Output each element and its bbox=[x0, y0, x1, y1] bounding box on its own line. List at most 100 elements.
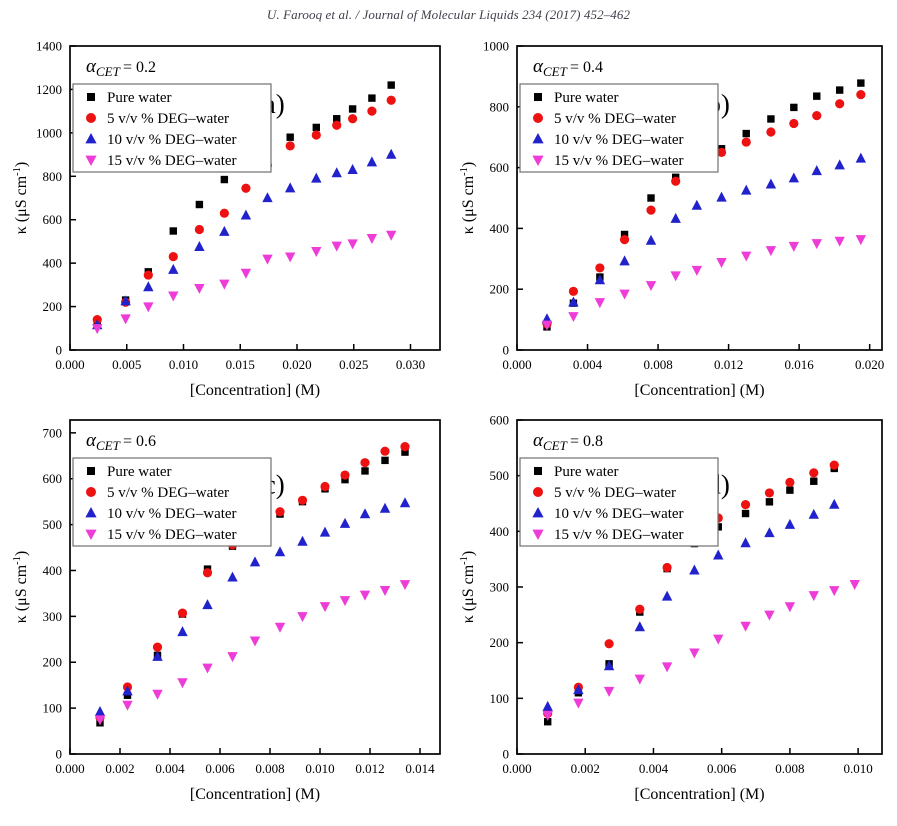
legend-label: 5 v/v % DEG–water bbox=[554, 111, 676, 127]
x-tick-label: 0.012 bbox=[714, 357, 743, 372]
data-point bbox=[339, 517, 351, 528]
data-point bbox=[855, 235, 867, 246]
legend-item-10-v-v-deg-water: 10 v/v % DEG–water bbox=[532, 506, 684, 522]
data-point bbox=[740, 537, 751, 548]
chart-svg-b: 0.000 0.004 0.008 0.012 0.016 0.020 0 200 400 600… bbox=[459, 39, 884, 400]
legend-label: Pure water bbox=[554, 464, 619, 480]
data-point bbox=[603, 660, 615, 671]
data-point bbox=[143, 270, 153, 280]
data-point bbox=[311, 130, 321, 140]
legend-label: 10 v/v % DEG–water bbox=[554, 132, 684, 148]
data-point bbox=[284, 182, 296, 193]
data-point bbox=[311, 172, 322, 183]
data-point bbox=[359, 590, 371, 601]
legend-box bbox=[519, 83, 719, 173]
triangle-down-marker-icon bbox=[85, 155, 97, 166]
legend-item-5-v-v-deg-water: 5 v/v % DEG–water bbox=[86, 485, 229, 501]
data-point bbox=[194, 241, 205, 252]
x-tick-label: 0.008 bbox=[775, 761, 804, 776]
legend-label: 10 v/v % DEG–water bbox=[107, 506, 237, 522]
chart-svg-d: 0.000 0.002 0.004 0.006 0.008 0.010 0 100 200 300… bbox=[459, 413, 883, 803]
data-point bbox=[219, 225, 230, 236]
square-marker-icon bbox=[534, 467, 542, 475]
chart-panel-c: 0.000 0.002 0.004 0.006 0.008 0.010 0.012 0.014… bbox=[6, 410, 453, 814]
circle-marker-icon bbox=[86, 487, 96, 497]
data-point bbox=[311, 247, 322, 257]
x-axis: 0.000 0.002 0.004 0.006 0.008 0.010 0.012 0.014 bbox=[55, 748, 435, 776]
y-tick-label: 100 bbox=[43, 701, 63, 716]
legend-box bbox=[72, 457, 272, 547]
data-point bbox=[169, 227, 177, 235]
x-axis-label: [Concentration] (M) bbox=[190, 786, 320, 803]
data-point bbox=[671, 176, 681, 186]
data-point bbox=[765, 178, 777, 189]
chart-panel-d: 0.000 0.002 0.004 0.006 0.008 0.010 0 100 200 300… bbox=[453, 410, 895, 814]
x-tick-label: 0.016 bbox=[785, 357, 815, 372]
data-point bbox=[620, 230, 629, 239]
data-point bbox=[348, 114, 358, 124]
chart-panel-a: 0.000 0.005 0.010 0.015 0.020 0.025 0.030 0 200 4… bbox=[6, 36, 453, 410]
series-15-v-v-deg-water bbox=[542, 580, 860, 721]
data-point bbox=[811, 165, 822, 176]
legend-label: 15 v/v % DEG–water bbox=[107, 527, 237, 543]
data-point bbox=[619, 255, 630, 266]
data-point bbox=[568, 296, 579, 307]
data-point bbox=[168, 252, 178, 262]
circle-marker-icon bbox=[86, 113, 96, 123]
triangle-up-marker-icon bbox=[532, 133, 544, 144]
data-point bbox=[829, 586, 840, 597]
data-point bbox=[544, 718, 552, 726]
data-point bbox=[241, 183, 251, 193]
data-point bbox=[716, 191, 727, 202]
legend-label: 10 v/v % DEG–water bbox=[107, 132, 237, 148]
y-tick-label: 0 bbox=[56, 747, 63, 762]
data-point bbox=[249, 636, 261, 647]
y-tick-label: 0 bbox=[503, 343, 510, 358]
x-tick-label: 0.012 bbox=[355, 761, 384, 776]
data-point bbox=[740, 500, 751, 510]
y-tick-label: 1200 bbox=[36, 82, 62, 97]
data-point bbox=[120, 314, 131, 325]
y-tick-label: 200 bbox=[490, 282, 510, 297]
series-5-v-v-deg-water bbox=[542, 90, 866, 329]
legend-item-5-v-v-deg-water: 5 v/v % DEG–water bbox=[533, 111, 676, 127]
data-point bbox=[387, 81, 395, 89]
data-point bbox=[385, 230, 397, 241]
y-axis: 0 200 400 600 800 1000 bbox=[483, 39, 523, 358]
data-point bbox=[645, 281, 657, 292]
data-point bbox=[786, 486, 794, 494]
x-tick-label: 0.010 bbox=[169, 357, 198, 372]
data-point bbox=[399, 580, 411, 591]
y-tick-label: 200 bbox=[490, 635, 510, 650]
data-point bbox=[812, 111, 822, 121]
legend-item-15-v-v-deg-water: 15 v/v % DEG–water bbox=[532, 153, 684, 169]
data-point bbox=[319, 602, 331, 613]
data-point bbox=[361, 467, 369, 475]
legend: Pure water 5 v/v % DEG–water 10 v/v % DEG–… bbox=[519, 457, 719, 547]
data-point bbox=[689, 564, 700, 575]
y-tick-label: 500 bbox=[490, 468, 510, 483]
data-point bbox=[670, 271, 681, 282]
x-tick-label: 0.025 bbox=[339, 357, 368, 372]
legend-box bbox=[519, 457, 719, 547]
journal-citation: U. Farooq et al. / Journal of Molecular … bbox=[266, 7, 631, 22]
series-10-v-v-deg-water bbox=[92, 148, 397, 330]
legend-item-pure-water: Pure water bbox=[534, 464, 619, 480]
data-point bbox=[262, 192, 273, 203]
data-point bbox=[297, 495, 308, 505]
axes-frame bbox=[516, 45, 883, 351]
data-point bbox=[790, 103, 798, 112]
x-tick-label: 0.005 bbox=[112, 357, 141, 372]
y-tick-label: 300 bbox=[43, 609, 63, 624]
data-point bbox=[634, 621, 646, 632]
data-point bbox=[784, 518, 796, 529]
axes-frame bbox=[69, 419, 441, 755]
data-point bbox=[573, 698, 584, 709]
data-point bbox=[339, 596, 351, 607]
data-point bbox=[813, 92, 821, 100]
y-axis-label: κ (μS cm-1) bbox=[12, 162, 30, 235]
data-point bbox=[320, 481, 330, 492]
square-marker-icon bbox=[87, 467, 95, 475]
legend-item-10-v-v-deg-water: 10 v/v % DEG–water bbox=[532, 132, 684, 148]
data-point bbox=[227, 571, 238, 582]
